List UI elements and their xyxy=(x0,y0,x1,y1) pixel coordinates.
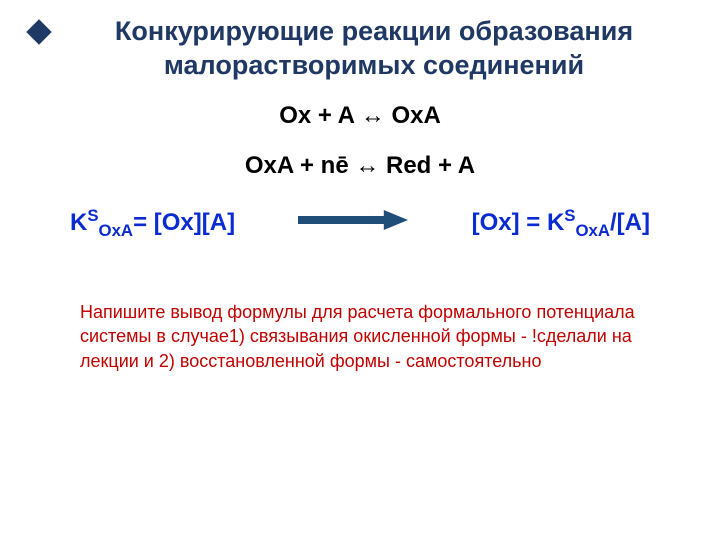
solubility-product-row: KSOxA= [Ox][A] [Ox] = KSOxA/[A] xyxy=(70,206,650,241)
title-row: Конкурирующие реакции образованиямалорас… xyxy=(30,15,690,83)
slide-title-line1: Конкурирующие реакции образования xyxy=(58,15,690,49)
slide: Конкурирующие реакции образованиямалорас… xyxy=(0,0,720,540)
equation-2: OxA + nē ↔ Red + A xyxy=(0,152,720,180)
ks-expression-right: [Ox] = KSOxA/[A] xyxy=(472,206,650,241)
slide-title-line2: малорастворимых соединений xyxy=(58,49,690,83)
implies-arrow-icon xyxy=(280,209,426,237)
equation-1: Ox + A ↔ OxA xyxy=(0,102,720,130)
ks-expression-left: KSOxA= [Ox][A] xyxy=(70,206,235,241)
slide-title: Конкурирующие реакции образованиямалорас… xyxy=(58,15,690,83)
diamond-bullet-icon xyxy=(26,19,51,44)
assignment-note: Напишите вывод формулы для расчета форма… xyxy=(80,300,635,373)
